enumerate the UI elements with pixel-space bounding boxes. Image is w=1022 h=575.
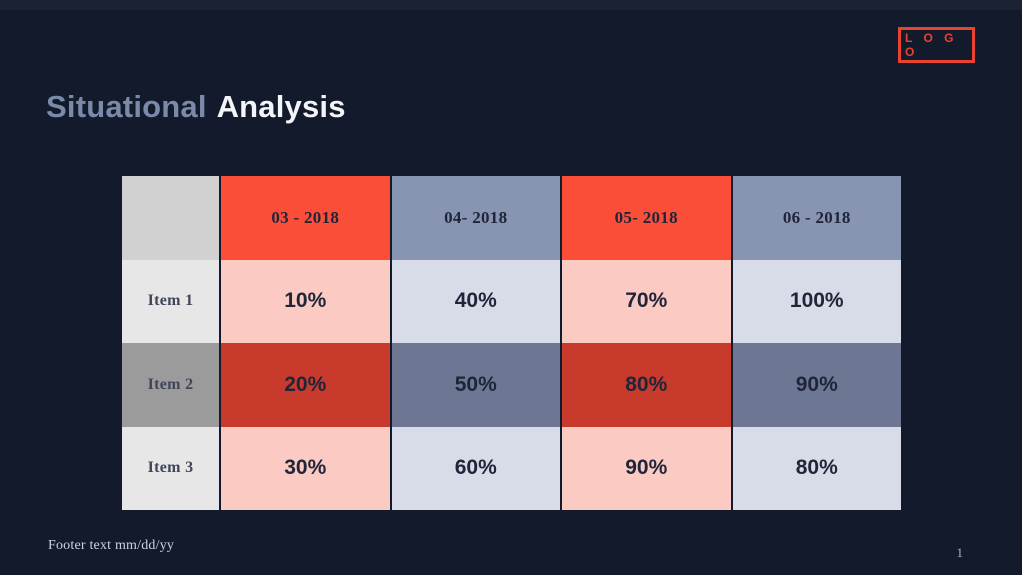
table-value-cell: 20% bbox=[219, 343, 390, 427]
table-value-cell: 80% bbox=[730, 426, 901, 510]
table-value-cell: 50% bbox=[389, 343, 560, 427]
page-number: 1 bbox=[956, 545, 964, 560]
footer-text: Footer text mm/dd/yy bbox=[48, 538, 175, 553]
table-header-cell: 03 - 2018 bbox=[219, 176, 390, 260]
table-value-cell: 90% bbox=[730, 343, 901, 427]
top-accent-strip bbox=[0, 0, 1022, 10]
table-value-cell: 60% bbox=[389, 426, 560, 510]
table-value-cell: 80% bbox=[560, 343, 731, 427]
table-corner-cell bbox=[122, 176, 219, 260]
table-value-cell: 10% bbox=[219, 259, 390, 343]
row-label-cell: Item 2 bbox=[122, 343, 219, 427]
table-value-cell: 70% bbox=[560, 259, 731, 343]
logo: L O G O bbox=[898, 27, 975, 63]
page-title-part1: Situational bbox=[46, 88, 207, 124]
table-header-cell: 04- 2018 bbox=[389, 176, 560, 260]
table-value-cell: 40% bbox=[389, 259, 560, 343]
table-header-cell: 06 - 2018 bbox=[730, 176, 901, 260]
row-label-cell: Item 1 bbox=[122, 259, 219, 343]
row-label-cell: Item 3 bbox=[122, 426, 219, 510]
table-value-cell: 100% bbox=[730, 259, 901, 343]
table-value-cell: 30% bbox=[219, 426, 390, 510]
logo-label: L O G O bbox=[905, 31, 958, 59]
analysis-table: 03 - 2018 04- 2018 05- 2018 06 - 2018 It… bbox=[122, 176, 901, 510]
table-header-cell: 05- 2018 bbox=[560, 176, 731, 260]
table-value-cell: 90% bbox=[560, 426, 731, 510]
page-title: Situational Analysis bbox=[46, 89, 346, 125]
page-title-part2: Analysis bbox=[216, 88, 346, 124]
